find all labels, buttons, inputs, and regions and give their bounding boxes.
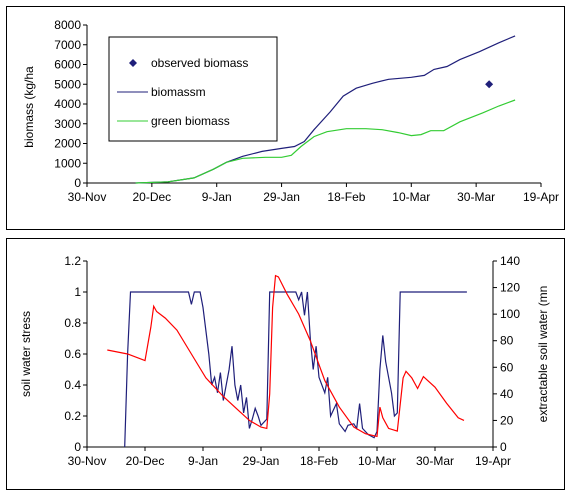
extractable-soil-water-line (107, 274, 465, 438)
legend-biomassm-label: biomassm (151, 85, 206, 99)
y-tick-label: 0.2 (64, 409, 81, 423)
observed-biomass-point (485, 80, 494, 89)
y-tick-label: 0.6 (64, 347, 81, 361)
stress-y-axis-label: soil water stress (19, 311, 33, 397)
y-tick-label: 6000 (54, 58, 81, 72)
biomass-chart: biomass (kg/ha observed biomass biomassm… (22, 18, 559, 204)
x-tick-label: 18-Feb (300, 454, 338, 468)
x-tick-label: 19-Apr (475, 454, 511, 468)
y-tick-label: 5000 (54, 77, 81, 91)
x-tick-label: 19-Apr (523, 190, 559, 204)
x-tick-label: 30-Mar (457, 190, 495, 204)
y2-tick-label: 120 (500, 281, 520, 295)
y-tick-label: 4000 (54, 97, 81, 111)
y2-tick-label: 100 (500, 307, 520, 321)
biomass-y-axis-label: biomass (kg/ha (22, 66, 36, 148)
x-tick-label: 10-Mar (392, 190, 430, 204)
soil-water-chart-panel: soil water stress extractable soil water… (6, 238, 565, 490)
x-tick-label: 30-Mar (416, 454, 454, 468)
x-tick-label: 29-Jan (243, 454, 280, 468)
legend-box (108, 36, 278, 142)
x-tick-label: 18-Feb (327, 190, 365, 204)
x-tick-label: 30-Nov (68, 190, 107, 204)
soil-water-chart: soil water stress extractable soil water… (19, 254, 550, 468)
y-tick-label: 3000 (54, 117, 81, 131)
y-tick-label: 8000 (54, 18, 81, 32)
legend-green-label: green biomass (151, 114, 230, 128)
legend-observed-label: observed biomass (151, 56, 248, 70)
x-tick-label: 30-Nov (68, 454, 107, 468)
biomass-chart-panel: biomass (kg/ha observed biomass biomassm… (6, 6, 565, 230)
y-tick-label: 1 (74, 285, 81, 299)
y-tick-label: 2000 (54, 137, 81, 151)
y2-tick-label: 0 (500, 440, 507, 454)
x-tick-label: 29-Jan (263, 190, 300, 204)
x-tick-label: 20-Dec (133, 190, 172, 204)
y2-tick-label: 40 (500, 387, 514, 401)
y-tick-label: 0.8 (64, 316, 81, 330)
y-tick-label: 0 (74, 176, 81, 190)
y-tick-label: 1000 (54, 156, 81, 170)
y-tick-label: 0.4 (64, 378, 81, 392)
legend-observed-marker (129, 59, 137, 67)
y2-tick-label: 140 (500, 254, 520, 268)
x-tick-label: 9-Jan (202, 190, 232, 204)
y-tick-label: 7000 (54, 38, 81, 52)
x-tick-label: 10-Mar (358, 454, 396, 468)
x-tick-label: 9-Jan (188, 454, 218, 468)
soil-water-y2-axis-label: extractable soil water (mn (536, 286, 550, 423)
soil-water-stress-line (124, 291, 467, 448)
green-biomass-line (135, 99, 516, 184)
y2-tick-label: 80 (500, 334, 514, 348)
y2-tick-label: 60 (500, 360, 514, 374)
y2-tick-label: 20 (500, 413, 514, 427)
y-tick-label: 0 (74, 440, 81, 454)
x-tick-label: 20-Dec (126, 454, 165, 468)
y-tick-label: 1.2 (64, 254, 81, 268)
